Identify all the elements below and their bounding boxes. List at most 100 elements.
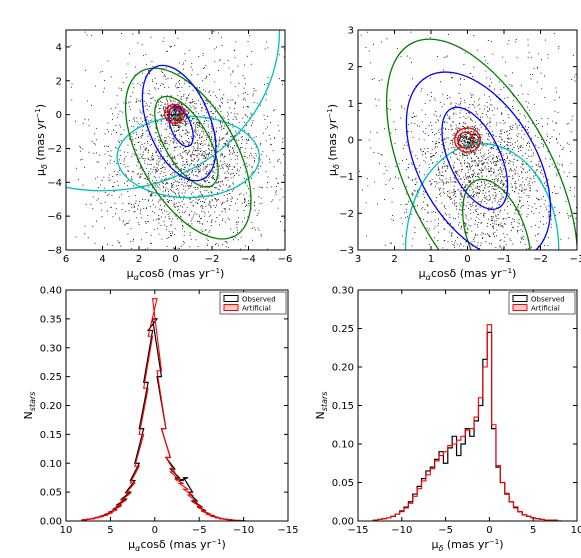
scatter-point <box>460 134 462 135</box>
scatter-point <box>171 115 173 117</box>
scatter-point <box>164 139 166 141</box>
scatter-point <box>398 177 399 179</box>
scatter-point <box>174 146 176 148</box>
scatter-point <box>189 246 191 248</box>
scatter-point <box>525 116 526 118</box>
scatter-point <box>225 184 227 186</box>
scatter-point <box>465 217 467 219</box>
scatter-point <box>146 116 148 117</box>
scatter-point <box>174 147 175 149</box>
scatter-point <box>528 180 530 182</box>
scatter-point <box>127 171 129 172</box>
scatter-point <box>494 200 496 202</box>
scatter-point <box>505 186 507 188</box>
scatter-point <box>231 190 233 192</box>
scatter-point <box>26 251 27 252</box>
scatter-point <box>178 73 180 75</box>
scatter-point <box>179 106 180 107</box>
scatter-point <box>452 147 454 148</box>
scatter-point <box>164 128 166 130</box>
scatter-point <box>463 122 465 124</box>
scatter-point <box>217 177 219 179</box>
scatter-point <box>465 123 467 124</box>
scatter-point <box>518 209 520 211</box>
scatter-point <box>115 125 117 126</box>
scatter-point <box>168 86 170 88</box>
scatter-point <box>170 140 172 141</box>
scatter-point <box>513 219 515 220</box>
scatter-point <box>570 187 571 189</box>
scatter-point <box>180 106 181 108</box>
scatter-point <box>483 144 485 146</box>
scatter-point <box>468 163 470 165</box>
scatter-point <box>201 131 203 133</box>
scatter-point <box>247 41 249 42</box>
scatter-point <box>463 148 465 150</box>
scatter-point <box>212 170 214 172</box>
scatter-point <box>415 177 417 179</box>
scatter-point <box>303 272 304 273</box>
scatter-point <box>229 107 231 109</box>
scatter-point <box>176 181 178 183</box>
scatter-point <box>139 124 141 126</box>
scatter-point <box>493 212 495 214</box>
scatter-point <box>177 37 179 39</box>
scatter-point <box>171 133 173 135</box>
scatter-point <box>443 240 445 242</box>
scatter-point <box>443 191 444 193</box>
scatter-point <box>207 126 209 128</box>
scatter-point <box>103 91 104 93</box>
scatter-point <box>477 183 478 184</box>
scatter-point <box>273 166 275 168</box>
scatter-point <box>204 120 205 122</box>
scatter-point <box>158 141 160 143</box>
scatter-point <box>185 130 187 132</box>
scatter-point <box>474 142 476 144</box>
scatter-point <box>186 160 188 162</box>
scatter-point <box>446 95 448 96</box>
scatter-point <box>121 33 122 34</box>
scatter-point <box>182 95 184 97</box>
scatter-point <box>477 128 479 130</box>
scatter-point <box>159 188 161 190</box>
scatter-point <box>468 163 470 164</box>
scatter-point <box>481 175 483 177</box>
scatter-point <box>454 192 456 194</box>
scatter-point <box>194 108 196 110</box>
scatter-point <box>535 208 537 209</box>
scatter-point <box>212 91 214 93</box>
scatter-point <box>96 220 97 222</box>
scatter-point <box>469 142 471 144</box>
scatter-point <box>127 322 128 323</box>
scatter-point <box>247 216 249 218</box>
scatter-point <box>369 61 370 62</box>
scatter-point <box>144 221 146 222</box>
scatter-point <box>475 233 476 235</box>
scatter-point <box>187 181 188 183</box>
scatter-point <box>452 141 454 143</box>
scatter-point <box>477 127 479 129</box>
scatter-point <box>250 208 252 210</box>
scatter-point <box>130 133 131 135</box>
scatter-point <box>215 221 217 223</box>
scatter-point <box>48 83 49 84</box>
scatter-point <box>512 127 513 129</box>
scatter-point <box>460 98 462 99</box>
scatter-point <box>197 74 199 75</box>
scatter-point <box>265 277 266 278</box>
scatter-point <box>457 130 459 131</box>
scatter-point <box>482 192 484 194</box>
scatter-point <box>189 173 190 175</box>
scatter-point <box>499 136 500 138</box>
scatter-point <box>173 141 175 143</box>
scatter-point <box>289 212 290 213</box>
scatter-point <box>104 153 106 155</box>
scatter-point <box>444 240 446 242</box>
scatter-point <box>448 181 449 183</box>
scatter-point <box>469 133 471 135</box>
scatter-point <box>532 154 534 156</box>
scatter-point <box>77 178 79 180</box>
x-axis-label-rest: cosδ (mas yr <box>139 267 210 280</box>
scatter-point <box>183 143 185 145</box>
scatter-point <box>504 190 506 192</box>
